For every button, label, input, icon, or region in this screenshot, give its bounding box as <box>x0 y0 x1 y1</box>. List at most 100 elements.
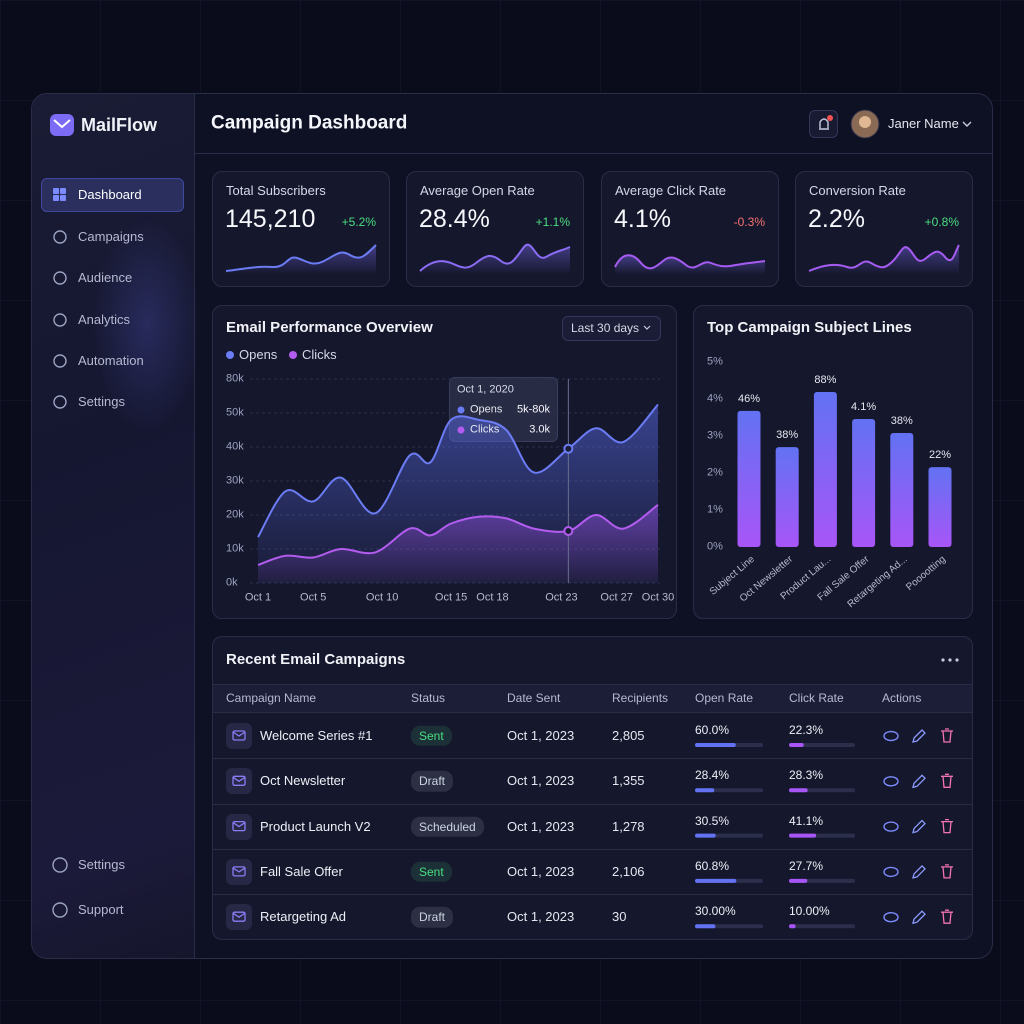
tooltip-date: Oct 1, 2020 <box>457 383 514 396</box>
campaign-name: Retargeting Ad <box>260 909 347 925</box>
bar-annotation: 88% <box>814 374 836 386</box>
y-tick-label: 4% <box>707 392 723 405</box>
nav-icon <box>53 188 59 194</box>
legend-swatch <box>226 351 234 359</box>
table-title: Recent Email Campaigns <box>226 651 406 668</box>
mail-icon-flap <box>232 822 246 828</box>
kpi-label: Total Subscribers <box>226 183 326 199</box>
bar-annotation: 38% <box>891 415 913 427</box>
sparkline <box>808 244 960 272</box>
legend-label: Clicks <box>302 347 337 363</box>
bar-annotation: 22% <box>929 449 951 461</box>
table-header-row <box>213 684 972 713</box>
view-icon[interactable] <box>883 866 899 878</box>
date-sent: Oct 1, 2023 <box>507 909 575 925</box>
x-tick-label: Oct 15 <box>434 591 468 604</box>
chart-title: Top Campaign Subject Lines <box>707 319 912 336</box>
bar <box>737 410 761 547</box>
recipients: 1,278 <box>612 818 645 834</box>
x-tick-label: Oct 23 <box>545 591 578 604</box>
status-badge: Scheduled <box>411 816 484 837</box>
nav-item: Analytics <box>78 312 131 328</box>
nav-item: Support <box>78 902 124 918</box>
nav-icon <box>53 195 59 201</box>
row-divider <box>213 894 972 896</box>
sidebar <box>32 94 195 958</box>
row-divider <box>213 803 972 805</box>
notification-button <box>809 110 838 138</box>
delete-icon[interactable] <box>941 864 953 879</box>
more-dot <box>955 658 959 662</box>
sparkline <box>225 244 377 272</box>
nav-icon <box>53 271 67 285</box>
view-icon[interactable] <box>883 912 899 923</box>
delete-icon[interactable] <box>941 818 953 834</box>
delete-icon[interactable] <box>941 728 953 743</box>
delete-icon[interactable] <box>941 909 953 924</box>
edit-icon[interactable] <box>912 819 926 834</box>
kpi-label: Average Click Rate <box>615 183 727 199</box>
rate-bar <box>789 924 796 929</box>
kpi-value: 28.4% <box>419 205 490 233</box>
bar-annotation: 46% <box>738 393 760 405</box>
sparkline <box>614 254 766 270</box>
bar-annotation: 4.1% <box>851 401 876 413</box>
y-tick-label: 0k <box>226 576 238 589</box>
view-icon[interactable] <box>883 776 899 787</box>
date-sent: Oct 1, 2023 <box>507 773 575 789</box>
rate-bar <box>789 878 808 883</box>
view-icon[interactable] <box>883 730 899 742</box>
bell-icon <box>819 118 829 130</box>
kpi-change: +5.2% <box>341 214 376 229</box>
y-tick-label: 40k <box>226 440 244 453</box>
column-header: Open Rate <box>695 690 754 705</box>
view-icon[interactable] <box>883 821 899 832</box>
tooltip-value: 5k-80k <box>516 403 550 416</box>
x-tick-label: Pooootting <box>904 554 948 593</box>
bar <box>928 467 952 547</box>
nav-icon <box>52 902 68 918</box>
kpi-value: 4.1% <box>614 205 671 233</box>
mail-icon-flap <box>232 776 246 783</box>
rate-value: 27.7% <box>789 858 824 873</box>
mail-icon-flap <box>232 867 246 873</box>
y-tick-label: 1% <box>707 503 723 516</box>
kpi-value: 2.2% <box>808 205 865 233</box>
mail-icon-flap <box>232 731 246 737</box>
y-tick-label: 30k <box>226 474 244 487</box>
edit-icon[interactable] <box>912 729 926 743</box>
status-badge: Draft <box>411 771 454 792</box>
tooltip-series: Clicks <box>470 423 500 436</box>
tooltip-swatch <box>457 426 465 434</box>
logo-envelope <box>53 119 71 129</box>
chart-title: Email Performance Overview <box>226 319 433 336</box>
campaign-name: Fall Sale Offer <box>260 864 343 880</box>
edit-icon[interactable] <box>912 910 926 925</box>
recipients: 2,106 <box>612 864 645 880</box>
header-bar <box>195 94 992 154</box>
rate-value: 60.8% <box>695 858 730 873</box>
recipients: 30 <box>612 909 627 925</box>
edit-icon[interactable] <box>912 774 926 789</box>
nav-item: Settings <box>78 394 125 410</box>
y-tick-label: 0% <box>707 540 723 553</box>
column-header: Click Rate <box>789 690 844 705</box>
brand-name: MailFlow <box>81 115 157 136</box>
status-badge: Sent <box>411 861 452 883</box>
bar <box>813 391 837 547</box>
row-divider <box>213 758 972 760</box>
rate-value: 28.4% <box>695 768 730 783</box>
nav-icon <box>60 195 66 201</box>
recipients: 2,805 <box>612 728 645 744</box>
mail-icon <box>232 730 246 741</box>
kpi-change: -0.3% <box>733 214 765 229</box>
delete-icon[interactable] <box>941 773 953 788</box>
nav-item: Dashboard <box>78 187 142 203</box>
column-header: Date Sent <box>507 690 561 705</box>
kpi-change: +1.1% <box>535 214 570 229</box>
kpi-label: Conversion Rate <box>809 183 906 199</box>
edit-icon[interactable] <box>912 864 926 879</box>
